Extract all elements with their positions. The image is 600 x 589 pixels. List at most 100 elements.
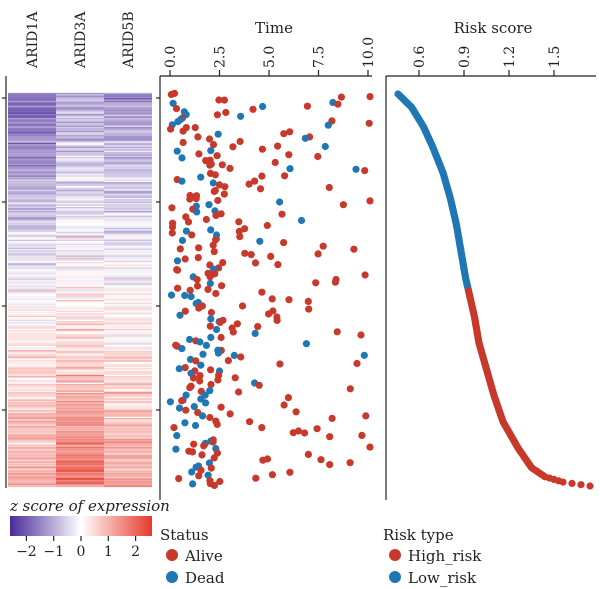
heatmap-cell xyxy=(56,116,104,119)
heatmap-cell xyxy=(56,452,104,455)
heatmap-cell xyxy=(104,252,152,256)
heatmap-cell xyxy=(56,445,104,448)
heatmap-cell xyxy=(104,280,152,283)
heatmap-cell xyxy=(56,332,104,336)
heatmap-cell xyxy=(56,281,104,284)
heatmap-cell xyxy=(8,403,56,406)
heatmap-cell xyxy=(56,462,104,465)
heatmap-cell xyxy=(104,374,152,377)
heatmap-cell xyxy=(56,441,104,444)
heatmap-cell xyxy=(8,242,56,245)
heatmap-cell xyxy=(104,445,152,448)
heatmap-cell xyxy=(8,323,56,326)
heatmap-cell xyxy=(8,356,56,359)
heatmap-cell xyxy=(8,286,56,290)
time-point-alive xyxy=(365,119,373,127)
heatmap-cell xyxy=(104,313,152,316)
heatmap-cell xyxy=(56,321,104,324)
heatmap-cell xyxy=(8,369,56,372)
heatmap-cell xyxy=(8,260,56,263)
heatmap-cell xyxy=(104,439,152,442)
heatmap-cell xyxy=(56,457,104,460)
heatmap-cell xyxy=(8,301,56,304)
heatmap-cell xyxy=(8,248,56,252)
heatmap-cell xyxy=(104,175,152,178)
heatmap-cell xyxy=(56,184,104,187)
heatmap-cell xyxy=(104,142,152,145)
heatmap-cell xyxy=(56,454,104,457)
heatmap-cell xyxy=(104,298,152,301)
heatmap-cell xyxy=(8,134,56,138)
heatmap-cell xyxy=(8,391,56,395)
heatmap-cell xyxy=(8,302,56,305)
heatmap-cell xyxy=(104,168,152,172)
heatmap-cell xyxy=(8,351,56,354)
time-point-dead xyxy=(178,345,186,353)
time-point-alive xyxy=(167,90,175,99)
heatmap-cell xyxy=(56,345,104,349)
heatmap-cell xyxy=(8,339,56,342)
risk-type-legend-title: Risk type xyxy=(383,526,454,544)
heatmap-cell xyxy=(8,193,56,197)
heatmap-cell xyxy=(8,209,56,212)
heatmap-cell xyxy=(8,184,56,187)
heatmap-cell xyxy=(104,362,152,366)
heatmap-cell xyxy=(56,269,104,273)
time-point-alive xyxy=(303,102,311,110)
heatmap-cell xyxy=(8,179,56,182)
heatmap-cell xyxy=(8,158,56,161)
time-point-alive xyxy=(259,456,267,464)
heatmap-cell xyxy=(104,204,152,207)
time-point-alive xyxy=(196,377,204,385)
heatmap-cell xyxy=(104,281,152,284)
heatmap-cell xyxy=(8,311,56,315)
heatmap-cell xyxy=(56,479,104,482)
heatmap-cell xyxy=(56,180,104,183)
heatmap-cell xyxy=(56,98,104,101)
time-point-alive xyxy=(207,464,215,472)
heatmap-cell xyxy=(104,199,152,202)
time-point-alive xyxy=(229,143,237,151)
heatmap-cell xyxy=(8,397,56,400)
time-point-alive xyxy=(181,255,189,263)
time-point-alive xyxy=(357,331,365,339)
heatmap-cell xyxy=(8,244,56,248)
heatmap-cell xyxy=(104,260,152,263)
heatmap-cell xyxy=(104,243,152,246)
heatmap-cell xyxy=(8,445,56,448)
heatmap-cell xyxy=(104,224,152,227)
heatmap-cell xyxy=(8,414,56,417)
time-point-alive xyxy=(246,418,254,426)
heatmap-cell xyxy=(104,361,152,364)
time-point-dead xyxy=(198,412,207,420)
heatmap-cell xyxy=(56,286,104,290)
time-point-alive xyxy=(173,266,182,274)
heatmap-cell xyxy=(8,99,56,102)
heatmap-cell xyxy=(104,191,152,194)
heatmap-cell xyxy=(56,178,104,181)
zscore-legend-title: z score of expression xyxy=(9,497,170,515)
heatmap-cell xyxy=(56,250,104,253)
time-point-alive xyxy=(215,96,223,104)
heatmap-cell xyxy=(56,255,104,258)
heatmap-cell xyxy=(56,220,104,223)
heatmap-cell xyxy=(56,435,104,438)
heatmap-cell xyxy=(8,390,56,393)
zscore-colorbar xyxy=(10,516,152,536)
heatmap-cell xyxy=(104,140,152,143)
time-point-alive xyxy=(236,233,244,241)
heatmap-cell xyxy=(8,418,56,421)
heatmap-cell xyxy=(56,416,104,419)
heatmap-cell xyxy=(104,206,152,210)
heatmap-cell xyxy=(8,138,56,141)
heatmap-cell xyxy=(104,324,152,328)
time-point-dead xyxy=(196,338,204,346)
heatmap-cell xyxy=(8,305,56,308)
heatmap-cell xyxy=(8,159,56,162)
heatmap-cell xyxy=(8,398,56,401)
heatmap-cell xyxy=(8,268,56,271)
time-point-alive xyxy=(268,295,276,303)
heatmap-cell xyxy=(56,254,104,257)
heatmap-cell xyxy=(56,362,104,366)
heatmap-cell xyxy=(8,407,56,410)
